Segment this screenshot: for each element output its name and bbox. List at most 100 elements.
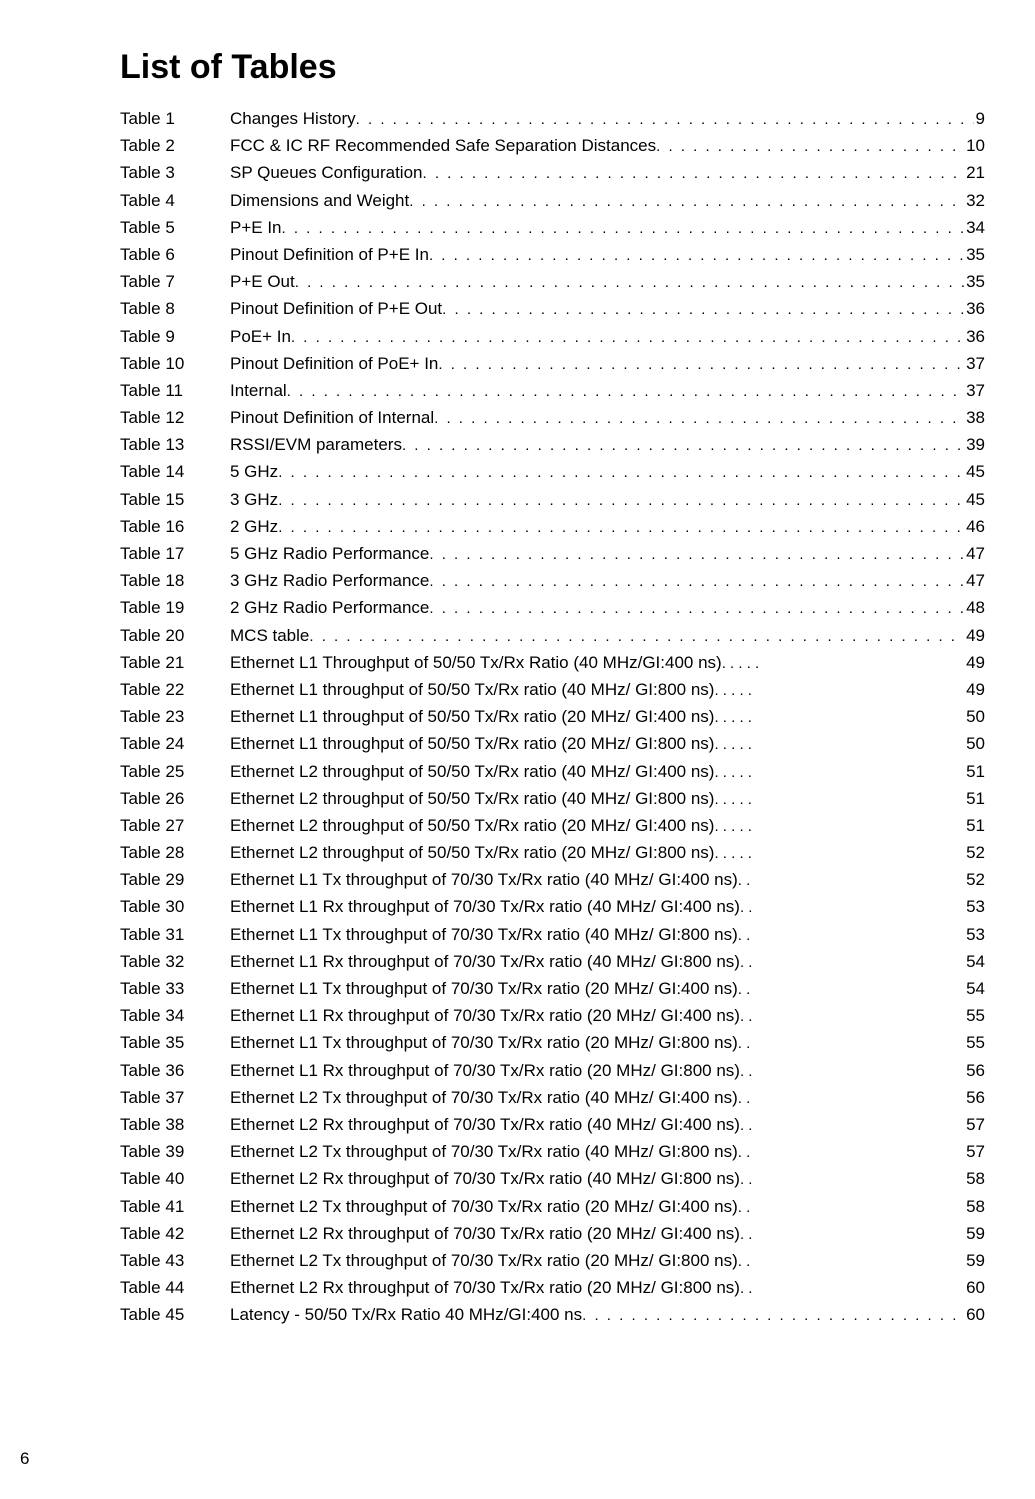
entry-description: Ethernet L1 Rx throughput of 70/30 Tx/Rx…: [230, 948, 740, 975]
leader-dots: [714, 679, 964, 703]
leader-dots: [422, 162, 964, 186]
entry-label: Table 40: [120, 1165, 230, 1192]
toc-entry: Table 44Ethernet L2 Rx throughput of 70/…: [120, 1274, 985, 1301]
entry-description: PoE+ In: [230, 323, 291, 350]
toc-entry: Table 9PoE+ In36: [120, 323, 985, 350]
entry-description: Ethernet L2 throughput of 50/50 Tx/Rx ra…: [230, 812, 714, 839]
leader-dots: [738, 869, 964, 893]
toc-entry: Table 43Ethernet L2 Tx throughput of 70/…: [120, 1247, 985, 1274]
entry-label: Table 21: [120, 649, 230, 676]
entry-description: Ethernet L1 Tx throughput of 70/30 Tx/Rx…: [230, 921, 738, 948]
toc-entry: Table 1Changes History9: [120, 105, 985, 132]
entry-label: Table 20: [120, 622, 230, 649]
entry-description: Latency - 50/50 Tx/Rx Ratio 40 MHz/GI:40…: [230, 1301, 582, 1328]
entry-page: 60: [964, 1274, 985, 1301]
entry-label: Table 7: [120, 268, 230, 295]
entry-label: Table 39: [120, 1138, 230, 1165]
entry-page: 58: [964, 1193, 985, 1220]
leader-dots: [429, 570, 964, 594]
entry-page: 52: [964, 839, 985, 866]
entry-page: 38: [964, 404, 985, 431]
leader-dots: [442, 298, 964, 322]
entry-description: SP Queues Configuration: [230, 159, 422, 186]
entry-label: Table 24: [120, 730, 230, 757]
entry-label: Table 14: [120, 458, 230, 485]
entry-page: 46: [964, 513, 985, 540]
entry-label: Table 42: [120, 1220, 230, 1247]
leader-dots: [714, 761, 964, 785]
entry-page: 35: [964, 268, 985, 295]
entry-label: Table 22: [120, 676, 230, 703]
toc-entry: Table 153 GHz45: [120, 486, 985, 513]
entry-page: 35: [964, 241, 985, 268]
entry-page: 49: [964, 676, 985, 703]
entry-description: 3 GHz: [230, 486, 278, 513]
leader-dots: [738, 924, 964, 948]
entry-description: 3 GHz Radio Performance: [230, 567, 429, 594]
toc-entry: Table 27Ethernet L2 throughput of 50/50 …: [120, 812, 985, 839]
toc-entry: Table 12Pinout Definition of Internal38: [120, 404, 985, 431]
toc-entry: Table 3SP Queues Configuration21: [120, 159, 985, 186]
entry-label: Table 8: [120, 295, 230, 322]
entry-description: P+E In: [230, 214, 282, 241]
entry-label: Table 11: [120, 377, 230, 404]
entry-page: 52: [964, 866, 985, 893]
toc-entry: Table 29Ethernet L1 Tx throughput of 70/…: [120, 866, 985, 893]
leader-dots: [714, 815, 964, 839]
entry-label: Table 10: [120, 350, 230, 377]
table-of-contents-list: Table 1Changes History9Table 2FCC & IC R…: [120, 105, 985, 1328]
entry-page: 54: [964, 975, 985, 1002]
leader-dots: [738, 1032, 964, 1056]
toc-entry: Table 26Ethernet L2 throughput of 50/50 …: [120, 785, 985, 812]
entry-label: Table 33: [120, 975, 230, 1002]
entry-description: Ethernet L1 throughput of 50/50 Tx/Rx ra…: [230, 676, 714, 703]
leader-dots: [278, 489, 964, 513]
leader-dots: [438, 353, 964, 377]
leader-dots: [740, 1060, 964, 1084]
page-title: List of Tables: [120, 48, 985, 87]
entry-label: Table 13: [120, 431, 230, 458]
entry-label: Table 34: [120, 1002, 230, 1029]
toc-entry: Table 34Ethernet L1 Rx throughput of 70/…: [120, 1002, 985, 1029]
entry-page: 32: [964, 187, 985, 214]
entry-description: Ethernet L1 Rx throughput of 70/30 Tx/Rx…: [230, 1002, 740, 1029]
entry-page: 55: [964, 1029, 985, 1056]
entry-description: Ethernet L1 Rx throughput of 70/30 Tx/Rx…: [230, 893, 740, 920]
entry-description: 2 GHz: [230, 513, 278, 540]
leader-dots: [356, 108, 974, 132]
entry-page: 56: [964, 1084, 985, 1111]
leader-dots: [287, 380, 964, 404]
entry-page: 50: [964, 730, 985, 757]
entry-label: Table 19: [120, 594, 230, 621]
entry-description: Internal: [230, 377, 287, 404]
leader-dots: [714, 733, 964, 757]
leader-dots: [740, 1223, 964, 1247]
entry-description: Ethernet L2 Rx throughput of 70/30 Tx/Rx…: [230, 1165, 740, 1192]
entry-page: 47: [964, 567, 985, 594]
entry-page: 60: [964, 1301, 985, 1328]
toc-entry: Table 39Ethernet L2 Tx throughput of 70/…: [120, 1138, 985, 1165]
entry-description: Ethernet L2 Rx throughput of 70/30 Tx/Rx…: [230, 1220, 740, 1247]
entry-label: Table 31: [120, 921, 230, 948]
toc-entry: Table 10Pinout Definition of PoE+ In37: [120, 350, 985, 377]
entry-description: FCC & IC RF Recommended Safe Separation …: [230, 132, 656, 159]
leader-dots: [278, 461, 964, 485]
leader-dots: [738, 1250, 964, 1274]
leader-dots: [714, 842, 964, 866]
entry-page: 21: [964, 159, 985, 186]
toc-entry: Table 20MCS table49: [120, 622, 985, 649]
leader-dots: [740, 1277, 964, 1301]
entry-description: Ethernet L1 Throughput of 50/50 Tx/Rx Ra…: [230, 649, 722, 676]
entry-description: Ethernet L2 throughput of 50/50 Tx/Rx ra…: [230, 758, 714, 785]
entry-label: Table 29: [120, 866, 230, 893]
entry-label: Table 4: [120, 187, 230, 214]
toc-entry: Table 183 GHz Radio Performance47: [120, 567, 985, 594]
toc-entry: Table 6Pinout Definition of P+E In35: [120, 241, 985, 268]
entry-page: 49: [964, 649, 985, 676]
entry-page: 57: [964, 1111, 985, 1138]
leader-dots: [740, 1114, 964, 1138]
toc-entry: Table 32Ethernet L1 Rx throughput of 70/…: [120, 948, 985, 975]
entry-page: 48: [964, 594, 985, 621]
entry-description: 2 GHz Radio Performance: [230, 594, 429, 621]
toc-entry: Table 45Latency - 50/50 Tx/Rx Ratio 40 M…: [120, 1301, 985, 1328]
